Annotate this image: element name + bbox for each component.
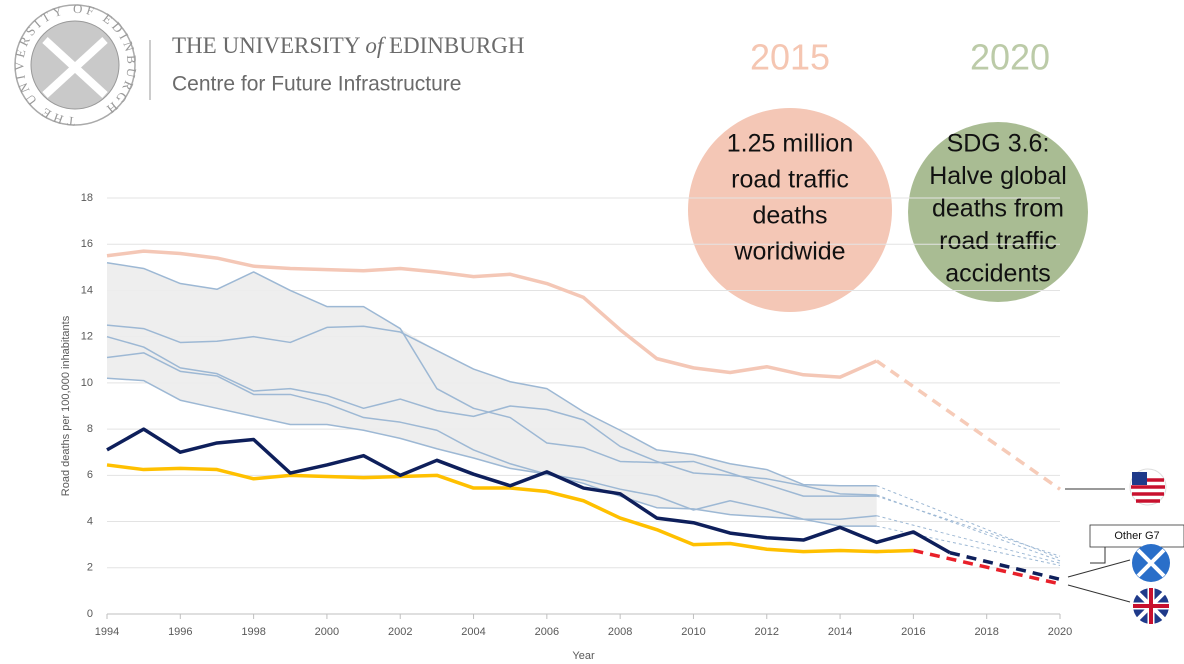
bubble xyxy=(688,108,892,312)
bubble-text: deaths from xyxy=(932,195,1064,223)
flag-cross-red xyxy=(1133,588,1169,624)
x-tick-label: 2018 xyxy=(974,626,998,638)
name-part: THE UNIVERSITY xyxy=(172,33,361,58)
projection-line xyxy=(876,485,1061,559)
y-tick-label: 18 xyxy=(81,192,93,204)
y-tick-label: 16 xyxy=(81,238,93,250)
y-tick-label: 10 xyxy=(81,377,93,389)
x-tick-label: 1994 xyxy=(95,626,119,638)
y-tick-label: 12 xyxy=(81,331,93,343)
x-tick-label: 2002 xyxy=(388,626,412,638)
x-tick-label: 2008 xyxy=(608,626,632,638)
x-tick-label: 1998 xyxy=(241,626,265,638)
projection-line xyxy=(876,495,1061,557)
connector xyxy=(1090,547,1106,564)
x-tick-label: 2010 xyxy=(681,626,705,638)
projection-line xyxy=(949,551,1061,582)
bubbles: 2015 1.25 million road traffic deaths worldw… xyxy=(688,37,1088,312)
subtitle: Centre for Future Infrastructure xyxy=(172,73,461,96)
flags xyxy=(1065,468,1184,624)
bubble-text: 1.25 million xyxy=(727,130,853,158)
seal: THE UNIVERSITY OF EDINBURGH xyxy=(11,1,136,130)
bubble-text: deaths xyxy=(752,202,827,230)
bubble-text: Halve global xyxy=(929,162,1067,190)
x-tick-label: 2014 xyxy=(828,626,852,638)
name-part: EDINBURGH xyxy=(389,33,524,58)
x-tick-label: 1996 xyxy=(168,626,192,638)
name-part: of xyxy=(365,33,387,58)
projection-line xyxy=(875,359,1062,491)
x-tick-label: 2020 xyxy=(1048,626,1072,638)
x-tick-label: 2012 xyxy=(755,626,779,638)
series-line xyxy=(106,463,914,554)
x-axis-label: Year xyxy=(572,650,595,662)
series-line xyxy=(106,377,877,527)
projection-line xyxy=(876,494,1061,562)
y-tick-label: 2 xyxy=(87,562,93,574)
x-tick-label: 2006 xyxy=(535,626,559,638)
bubble-text: road traffic xyxy=(731,166,849,194)
university-name: THE UNIVERSITY of EDINBURGH xyxy=(172,33,524,58)
y-tick-label: 4 xyxy=(87,515,93,527)
bubble-text: road traffic xyxy=(939,227,1057,255)
bubble-text: SDG 3.6: xyxy=(947,130,1050,158)
connector xyxy=(1067,584,1131,603)
series-line xyxy=(106,335,877,496)
bubble-text: accidents xyxy=(945,260,1051,288)
y-tick-label: 8 xyxy=(87,423,93,435)
bubble-year: 2020 xyxy=(970,37,1050,78)
bubble-text: worldwide xyxy=(733,238,845,266)
annotation-box xyxy=(1089,524,1184,548)
x-tick-label: 2016 xyxy=(901,626,925,638)
series-line xyxy=(106,352,877,520)
x-tick-label: 2000 xyxy=(315,626,339,638)
connector xyxy=(1067,559,1131,578)
x-tick-label: 2004 xyxy=(461,626,485,638)
y-tick-label: 6 xyxy=(87,469,93,481)
projection-line xyxy=(876,515,1061,564)
flag-saltire xyxy=(1136,548,1166,578)
y-tick-label: 14 xyxy=(81,284,93,296)
annotation: Other G7 xyxy=(1114,530,1159,542)
projection-line xyxy=(876,525,1061,566)
plot: 0 2 4 6 8 10 12 14 16 18 1994 1996 1998 2000 2002 2004 2… xyxy=(60,192,1072,662)
range-band xyxy=(107,262,877,527)
seal-cross xyxy=(42,37,108,98)
series-line xyxy=(106,427,951,555)
series-line xyxy=(106,324,877,487)
flag-stripes xyxy=(1131,478,1165,503)
projection-line xyxy=(912,548,1061,586)
seal-ring xyxy=(14,4,136,126)
y-axis-label: Road deaths per 100,000 inhabitants xyxy=(60,315,72,496)
series-line xyxy=(106,249,878,379)
y-tick-label: 0 xyxy=(87,608,93,620)
bubble-year: 2015 xyxy=(750,37,830,78)
bubble xyxy=(908,122,1088,302)
flag-canton xyxy=(1132,472,1147,485)
series-line xyxy=(106,261,877,497)
